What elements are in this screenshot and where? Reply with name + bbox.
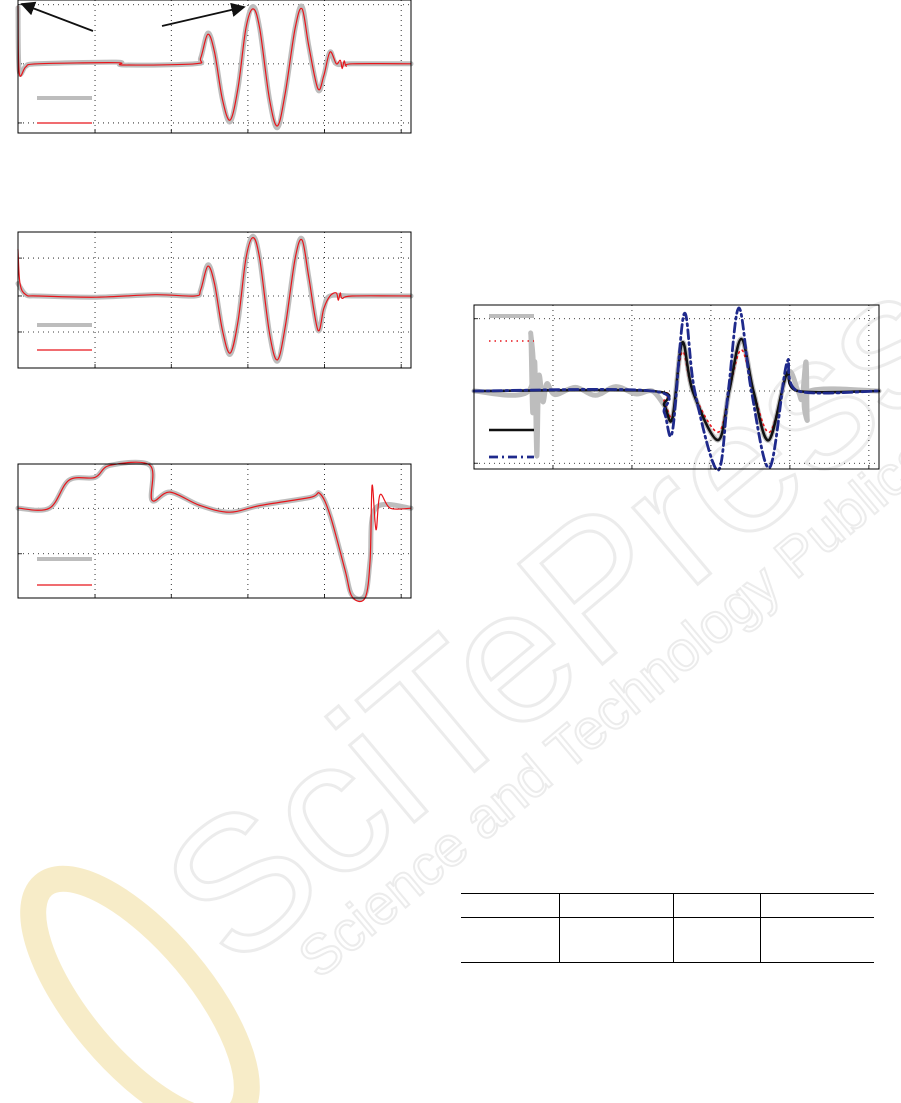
figure-plot-3 [15,459,414,603]
figure-plot-4 [471,304,882,472]
series-line-gray-thick [15,459,414,602]
series-line-black-solid [472,337,881,442]
plot-frame [17,463,412,599]
plot-frame [17,0,412,134]
figure-plot-2 [15,231,414,369]
series-line-blue-dashdot [472,306,881,472]
data-table [461,893,874,963]
series-line-gray-thick [15,233,414,364]
plot-frame [17,231,412,369]
figure-plot-1 [15,0,414,134]
series-line-red-thin [17,237,412,361]
annotation-arrow-left [20,1,94,32]
series-line-red-thin [17,461,412,603]
annotation-arrow-right [161,2,246,27]
plot-frame [473,304,880,470]
series-line-red-thin [17,5,412,127]
